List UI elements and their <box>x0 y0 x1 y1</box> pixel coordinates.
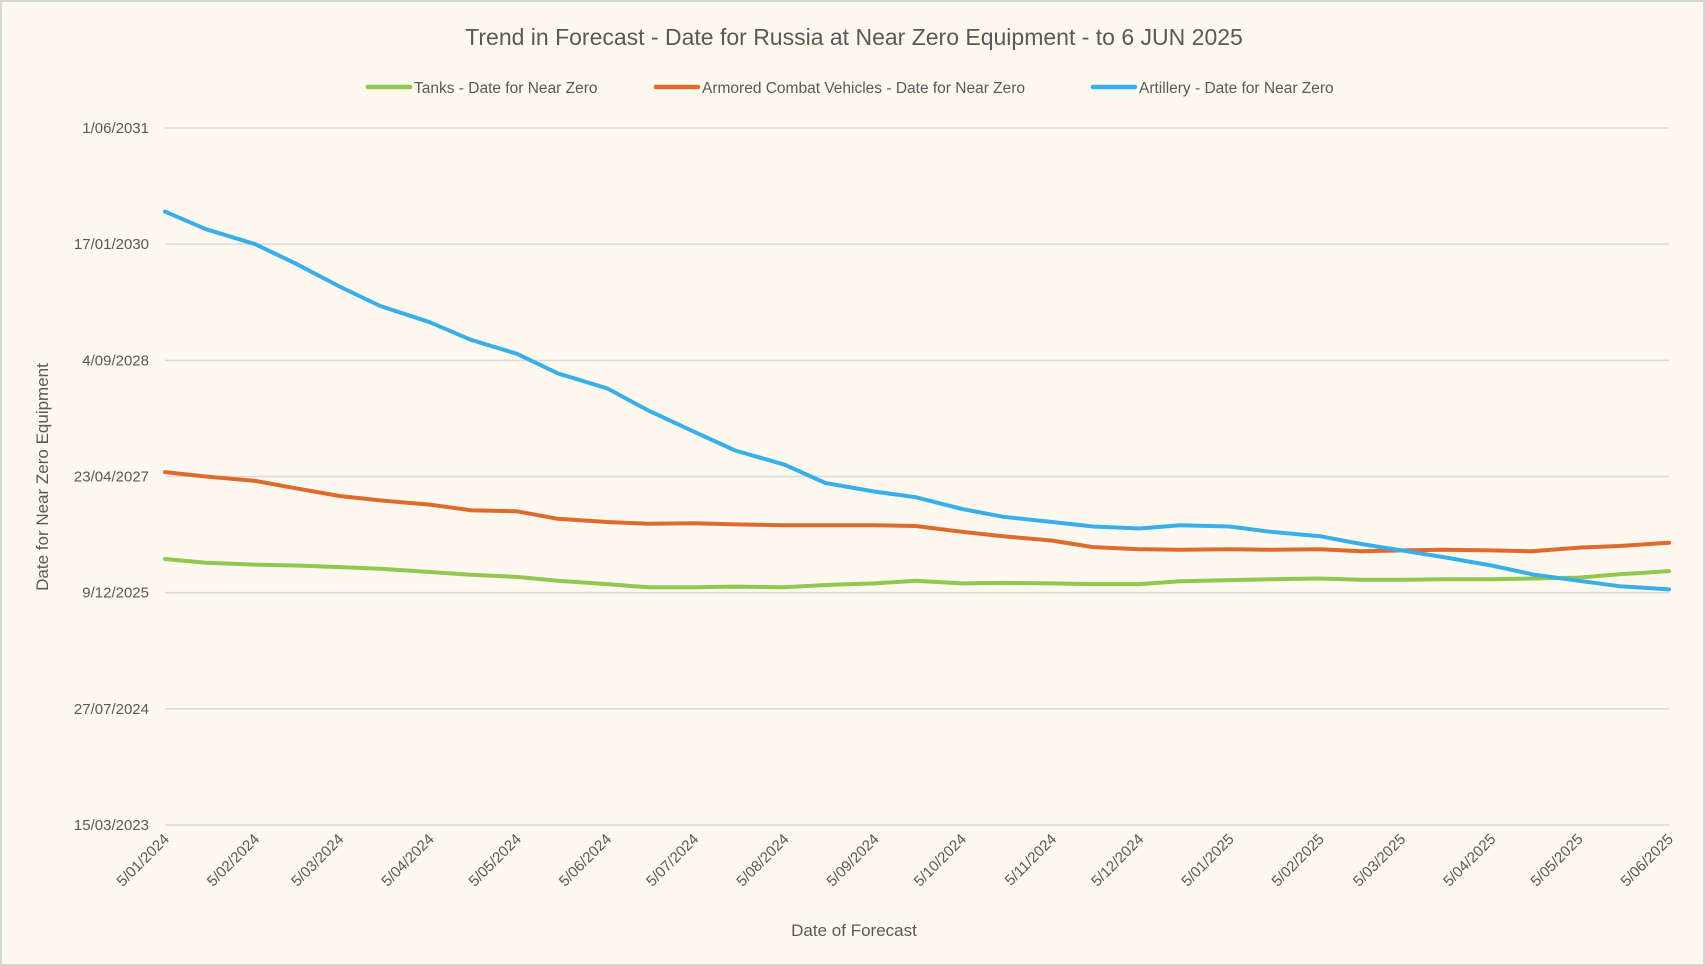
x-tick-label: 5/03/2025 <box>1350 831 1409 890</box>
x-tick-label: 5/09/2024 <box>823 831 882 890</box>
x-tick-label: 5/06/2024 <box>556 831 615 890</box>
legend-label: Artillery - Date for Near Zero <box>1139 80 1334 97</box>
y-axis-ticks: 15/03/2023 27/07/2024 9/12/2025 23/04/2027 4… <box>74 120 149 834</box>
y-tick-label: 15/03/2023 <box>74 817 149 834</box>
x-tick-label: 5/10/2024 <box>911 831 970 890</box>
legend-label: Tanks - Date for Near Zero <box>414 80 597 97</box>
x-tick-label: 5/01/2024 <box>114 831 173 890</box>
x-axis-ticks: 5/01/2024 5/02/2024 5/03/2024 5/04/2024 5/05… <box>114 831 1677 890</box>
y-axis-title: Date for Near Zero Equipment <box>33 363 52 591</box>
y-tick-label: 27/07/2024 <box>74 701 149 718</box>
legend: Tanks - Date for Near Zero Armored Combat… <box>365 80 1334 97</box>
x-tick-label: 5/05/2024 <box>466 831 525 890</box>
series-line-1 <box>163 470 1671 554</box>
x-tick-label: 5/01/2025 <box>1178 831 1237 890</box>
x-tick-label: 5/02/2025 <box>1269 831 1328 890</box>
y-tick-label: 9/12/2025 <box>82 585 149 602</box>
legend-label: Armored Combat Vehicles - Date for Near … <box>702 80 1025 97</box>
x-tick-label: 5/11/2024 <box>1002 831 1060 889</box>
x-tick-label: 5/12/2024 <box>1088 831 1147 890</box>
x-axis-title: Date of Forecast <box>791 921 917 940</box>
y-tick-label: 1/06/2031 <box>82 120 149 137</box>
gridlines <box>165 127 1669 826</box>
series-lines <box>163 209 1671 592</box>
chart-title: Trend in Forecast - Date for Russia at N… <box>465 24 1243 50</box>
series-line-0 <box>163 557 1671 590</box>
x-tick-label: 5/03/2024 <box>288 831 347 890</box>
x-tick-label: 5/04/2025 <box>1440 831 1499 890</box>
x-tick-label: 5/05/2025 <box>1527 831 1586 890</box>
x-tick-label: 5/06/2025 <box>1618 831 1677 890</box>
series-line-2 <box>163 209 1671 592</box>
y-tick-label: 23/04/2027 <box>74 469 149 486</box>
x-tick-label: 5/07/2024 <box>643 831 702 890</box>
x-tick-label: 5/04/2024 <box>378 831 437 890</box>
y-tick-label: 4/09/2028 <box>82 352 149 369</box>
x-tick-label: 5/08/2024 <box>733 831 792 890</box>
x-tick-label: 5/02/2024 <box>204 831 263 890</box>
y-tick-label: 17/01/2030 <box>74 236 149 253</box>
